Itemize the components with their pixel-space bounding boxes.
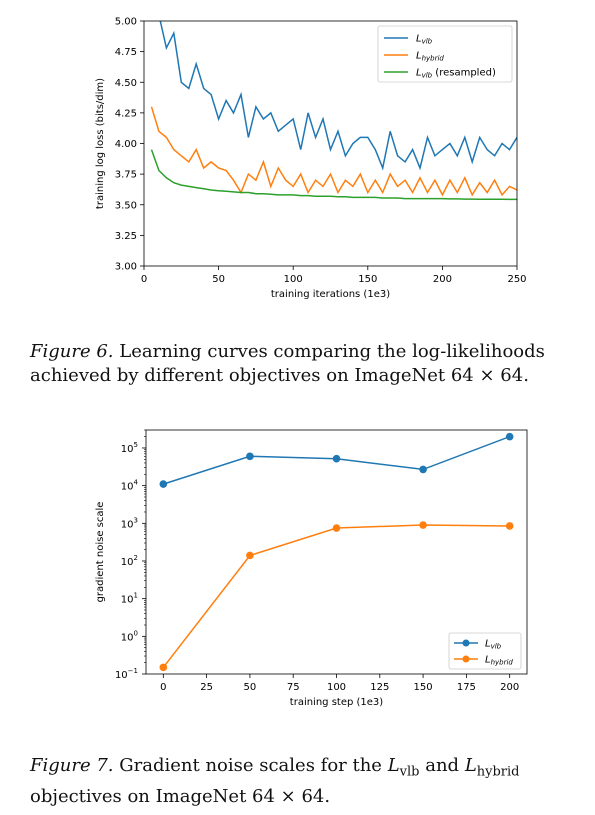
fig6-x-tick-label: 250 — [507, 274, 526, 285]
fig7-y-tick-label: 10−1 — [115, 667, 138, 681]
figure-7-caption-text-before: Gradient noise scales for the — [119, 755, 382, 776]
fig7-legend-label-0: Lvlb — [485, 639, 502, 651]
fig7-series-1-point — [246, 551, 254, 560]
figure-7-caption-text-after: objectives on ImageNet 64 × 64. — [30, 785, 331, 807]
figure-7-label: Figure 7. — [30, 755, 114, 776]
fig6-y-tick-label: 3.50 — [115, 200, 137, 211]
fig7-x-tick-label: 25 — [200, 682, 213, 693]
figure-7-math-l-vlb: Lvlb — [387, 755, 420, 780]
fig7-series-1-point — [159, 663, 168, 672]
figure-7-gradient-noise-chart: 0 25 50 75 100 125 150 175 200 10−1 100 101 102 103 10… — [95, 429, 528, 708]
fig7-x-tick-label: 0 — [160, 682, 166, 693]
fig7-series-1-point — [505, 522, 514, 530]
figure-6-caption-text: Learning curves comparing the log-likeli… — [30, 341, 545, 386]
fig7-y-tick-label: 100 — [121, 629, 138, 643]
fig6-series-line-2 — [150, 149, 517, 201]
fig6-legend-box — [377, 25, 513, 83]
fig7-x-tick-label: 175 — [457, 682, 476, 693]
fig7-series-0-point — [159, 480, 168, 488]
fig7-y-tick-label: 101 — [121, 592, 138, 606]
fig7-legend-marker-0 — [462, 639, 470, 647]
fig6-x-tick-label: 150 — [358, 274, 377, 285]
fig6-y-axis-label: training log loss (bits/dim) — [95, 78, 106, 209]
fig7-series-0-point — [332, 454, 341, 463]
fig7-y-tick-label: 102 — [121, 554, 138, 568]
fig7-y-tick-label: 105 — [121, 441, 138, 455]
fig6-y-tick-label: 3.75 — [115, 170, 137, 181]
fig7-x-tick-label: 125 — [370, 682, 389, 693]
fig7-x-tick-label: 200 — [500, 682, 519, 693]
fig7-series-0-point — [246, 452, 254, 461]
figure-6-learning-curves-chart: 0 50 100 150 200 250 3.00 3.25 3.50 3.75 4.00 4.25 4… — [95, 17, 527, 301]
fig6-legend-label-2: Lvlb (resampled) — [416, 68, 496, 80]
figure-6-caption: Figure 6. Learning curves comparing the … — [30, 340, 590, 388]
fig6-series-line-0 — [159, 21, 517, 171]
fig6-series-line-1 — [150, 106, 517, 197]
fig6-y-tick-label: 4.50 — [115, 78, 137, 89]
fig6-x-tick-label: 200 — [433, 274, 452, 285]
fig6-y-tick-label: 3.25 — [115, 231, 137, 242]
fig7-series-1-point — [419, 521, 427, 529]
fig6-y-tick-label: 4.75 — [115, 47, 137, 58]
fig7-x-tick-label: 100 — [327, 682, 346, 693]
fig6-x-tick-label: 0 — [141, 274, 147, 285]
fig7-y-tick-label: 104 — [121, 479, 139, 493]
fig7-x-axis-label: training step (1e3) — [290, 697, 384, 708]
fig6-y-tick-label: 4.25 — [115, 108, 137, 119]
fig6-legend-label-1: Lhybrid — [416, 51, 444, 63]
fig6-x-tick-label: 100 — [284, 274, 303, 285]
fig6-y-tick-label: 4.00 — [115, 139, 137, 150]
fig7-y-axis-label: gradient noise scale — [95, 502, 106, 603]
fig7-x-tick-label: 50 — [244, 682, 257, 693]
figure-7-caption: Figure 7. Gradient noise scales for the … — [30, 754, 590, 809]
fig7-series-0-point — [419, 465, 427, 474]
fig6-y-tick-label: 3.00 — [115, 262, 137, 273]
fig7-x-tick-label: 150 — [414, 682, 433, 693]
fig7-series-1-point — [332, 524, 341, 532]
figure-7-caption-text-middle: and — [425, 755, 460, 776]
fig7-x-tick-label: 75 — [287, 682, 300, 693]
fig6-x-tick-label: 50 — [212, 274, 225, 285]
figure-7-math-l-hybrid: Lhybrid — [464, 755, 520, 780]
fig6-y-tick-label: 5.00 — [115, 17, 137, 28]
fig7-legend-marker-1 — [462, 655, 470, 663]
figure-6-label: Figure 6. — [30, 341, 114, 362]
fig6-legend-label-0: Lvlb — [416, 34, 433, 46]
fig7-legend-label-1: Lhybrid — [485, 655, 513, 667]
fig7-y-tick-label: 103 — [121, 516, 138, 530]
fig6-x-axis-label: training iterations (1e3) — [271, 289, 390, 300]
fig7-series-0-point — [505, 432, 514, 441]
